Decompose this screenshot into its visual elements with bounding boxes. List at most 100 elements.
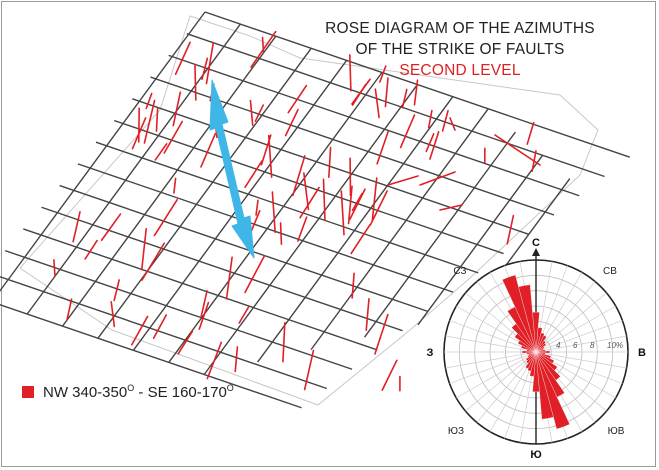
rose-scale-label: 8 [590, 341, 595, 350]
fault-segment [143, 99, 156, 144]
fault-segment [177, 330, 194, 355]
fault-segment [282, 322, 286, 363]
fault-segment [234, 346, 239, 373]
diagram-title: ROSE DIAGRAM OF THE AZIMUTHS OF THE STRI… [295, 18, 625, 81]
grid-line-row [23, 228, 378, 351]
fault-segment [379, 65, 387, 83]
fault-segment [506, 214, 515, 245]
fault-segment [84, 239, 98, 260]
grid-line-row [95, 141, 479, 274]
fault-segment [130, 315, 149, 346]
rose-petal [502, 274, 537, 353]
fault-segment [244, 255, 266, 294]
fault-segment [172, 91, 182, 127]
rose-petal [532, 311, 540, 353]
rose-label-west: З [427, 347, 434, 359]
rose-petal [526, 351, 537, 364]
title-line-1: ROSE DIAGRAM OF THE AZIMUTHS [325, 20, 595, 37]
rose-petal [532, 351, 540, 393]
fault-segment [260, 134, 272, 166]
rose-petal [535, 340, 546, 353]
grid-line-row [77, 163, 454, 293]
fault-segment [66, 298, 73, 321]
fault-segment [322, 178, 326, 222]
fault-segment [292, 155, 306, 197]
grid-line-col [310, 108, 489, 351]
fault-segment [284, 108, 299, 137]
rose-label-southwest: ЮЗ [448, 426, 464, 437]
fault-segment [113, 279, 120, 302]
fault-segment [425, 133, 435, 153]
rose-petal [535, 335, 547, 353]
fault-segment [439, 204, 463, 211]
grid-lines [0, 11, 631, 409]
rose-label-south: Ю [530, 449, 541, 461]
fault-segment [374, 313, 389, 355]
grid-line-row [0, 303, 302, 409]
fault-segment [153, 198, 178, 237]
grid-line-row [113, 119, 504, 255]
fault-lines [53, 30, 541, 392]
rose-label-east: В [638, 347, 646, 359]
fault-segment [225, 256, 233, 300]
fault-segment [401, 88, 408, 109]
fault-segment [163, 120, 184, 154]
grid-line-col [363, 131, 516, 338]
arrow-shape [209, 79, 255, 259]
fault-segment [347, 185, 353, 225]
rose-label-northwest: СЗ [453, 266, 466, 277]
fault-segment [328, 146, 332, 178]
rose-scale-label: 4 [556, 341, 561, 350]
fault-segment [244, 160, 263, 188]
fault-segment [429, 131, 440, 160]
fault-segment [413, 79, 419, 106]
fault-segment [351, 272, 355, 299]
fault-segment [303, 349, 315, 391]
stress-direction-arrow [209, 79, 255, 259]
rose-petal [527, 351, 537, 358]
fault-segment [399, 114, 416, 149]
fault-segment [387, 175, 419, 186]
map-outline [19, 15, 599, 406]
grid-line-row [4, 249, 353, 370]
fault-segment [419, 171, 456, 186]
rose-petal [525, 351, 537, 369]
fault-segment [72, 211, 81, 243]
grid-line-row [168, 54, 580, 197]
fault-segment [174, 41, 191, 76]
fault-segment [297, 216, 308, 242]
rose-petal [522, 350, 537, 354]
grid-line-col [97, 47, 312, 339]
grid-line-col [26, 23, 241, 315]
fault-segment [100, 213, 122, 242]
fault-segment [287, 84, 308, 114]
fault-segment [365, 297, 370, 331]
rose-scale-label: 6 [573, 341, 578, 350]
fault-segment [238, 306, 250, 324]
rose-petal [535, 351, 570, 430]
fault-segment [299, 186, 320, 219]
fault-segment [384, 77, 389, 108]
fault-segment [351, 83, 367, 106]
fault-segment [200, 132, 217, 168]
fault-segment [494, 134, 541, 166]
rose-label-north: С [532, 237, 540, 249]
fault-segment [350, 224, 371, 255]
north-arrow-icon [532, 248, 540, 256]
fault-segment [152, 314, 168, 339]
fault-segment [110, 301, 116, 328]
fault-segment [255, 199, 259, 216]
legend-swatch [22, 386, 34, 398]
fault-segment [279, 222, 283, 246]
fault-segment [201, 57, 209, 81]
fault-segment [200, 290, 208, 319]
fault-segment [140, 227, 148, 271]
grid-line-row [59, 184, 429, 313]
fault-segment [206, 341, 223, 380]
title-line-2: OF THE STRIKE OF FAULTS [355, 41, 565, 58]
fault-segment [427, 109, 433, 129]
fault-segment [145, 92, 153, 110]
fault-segment [374, 88, 380, 119]
